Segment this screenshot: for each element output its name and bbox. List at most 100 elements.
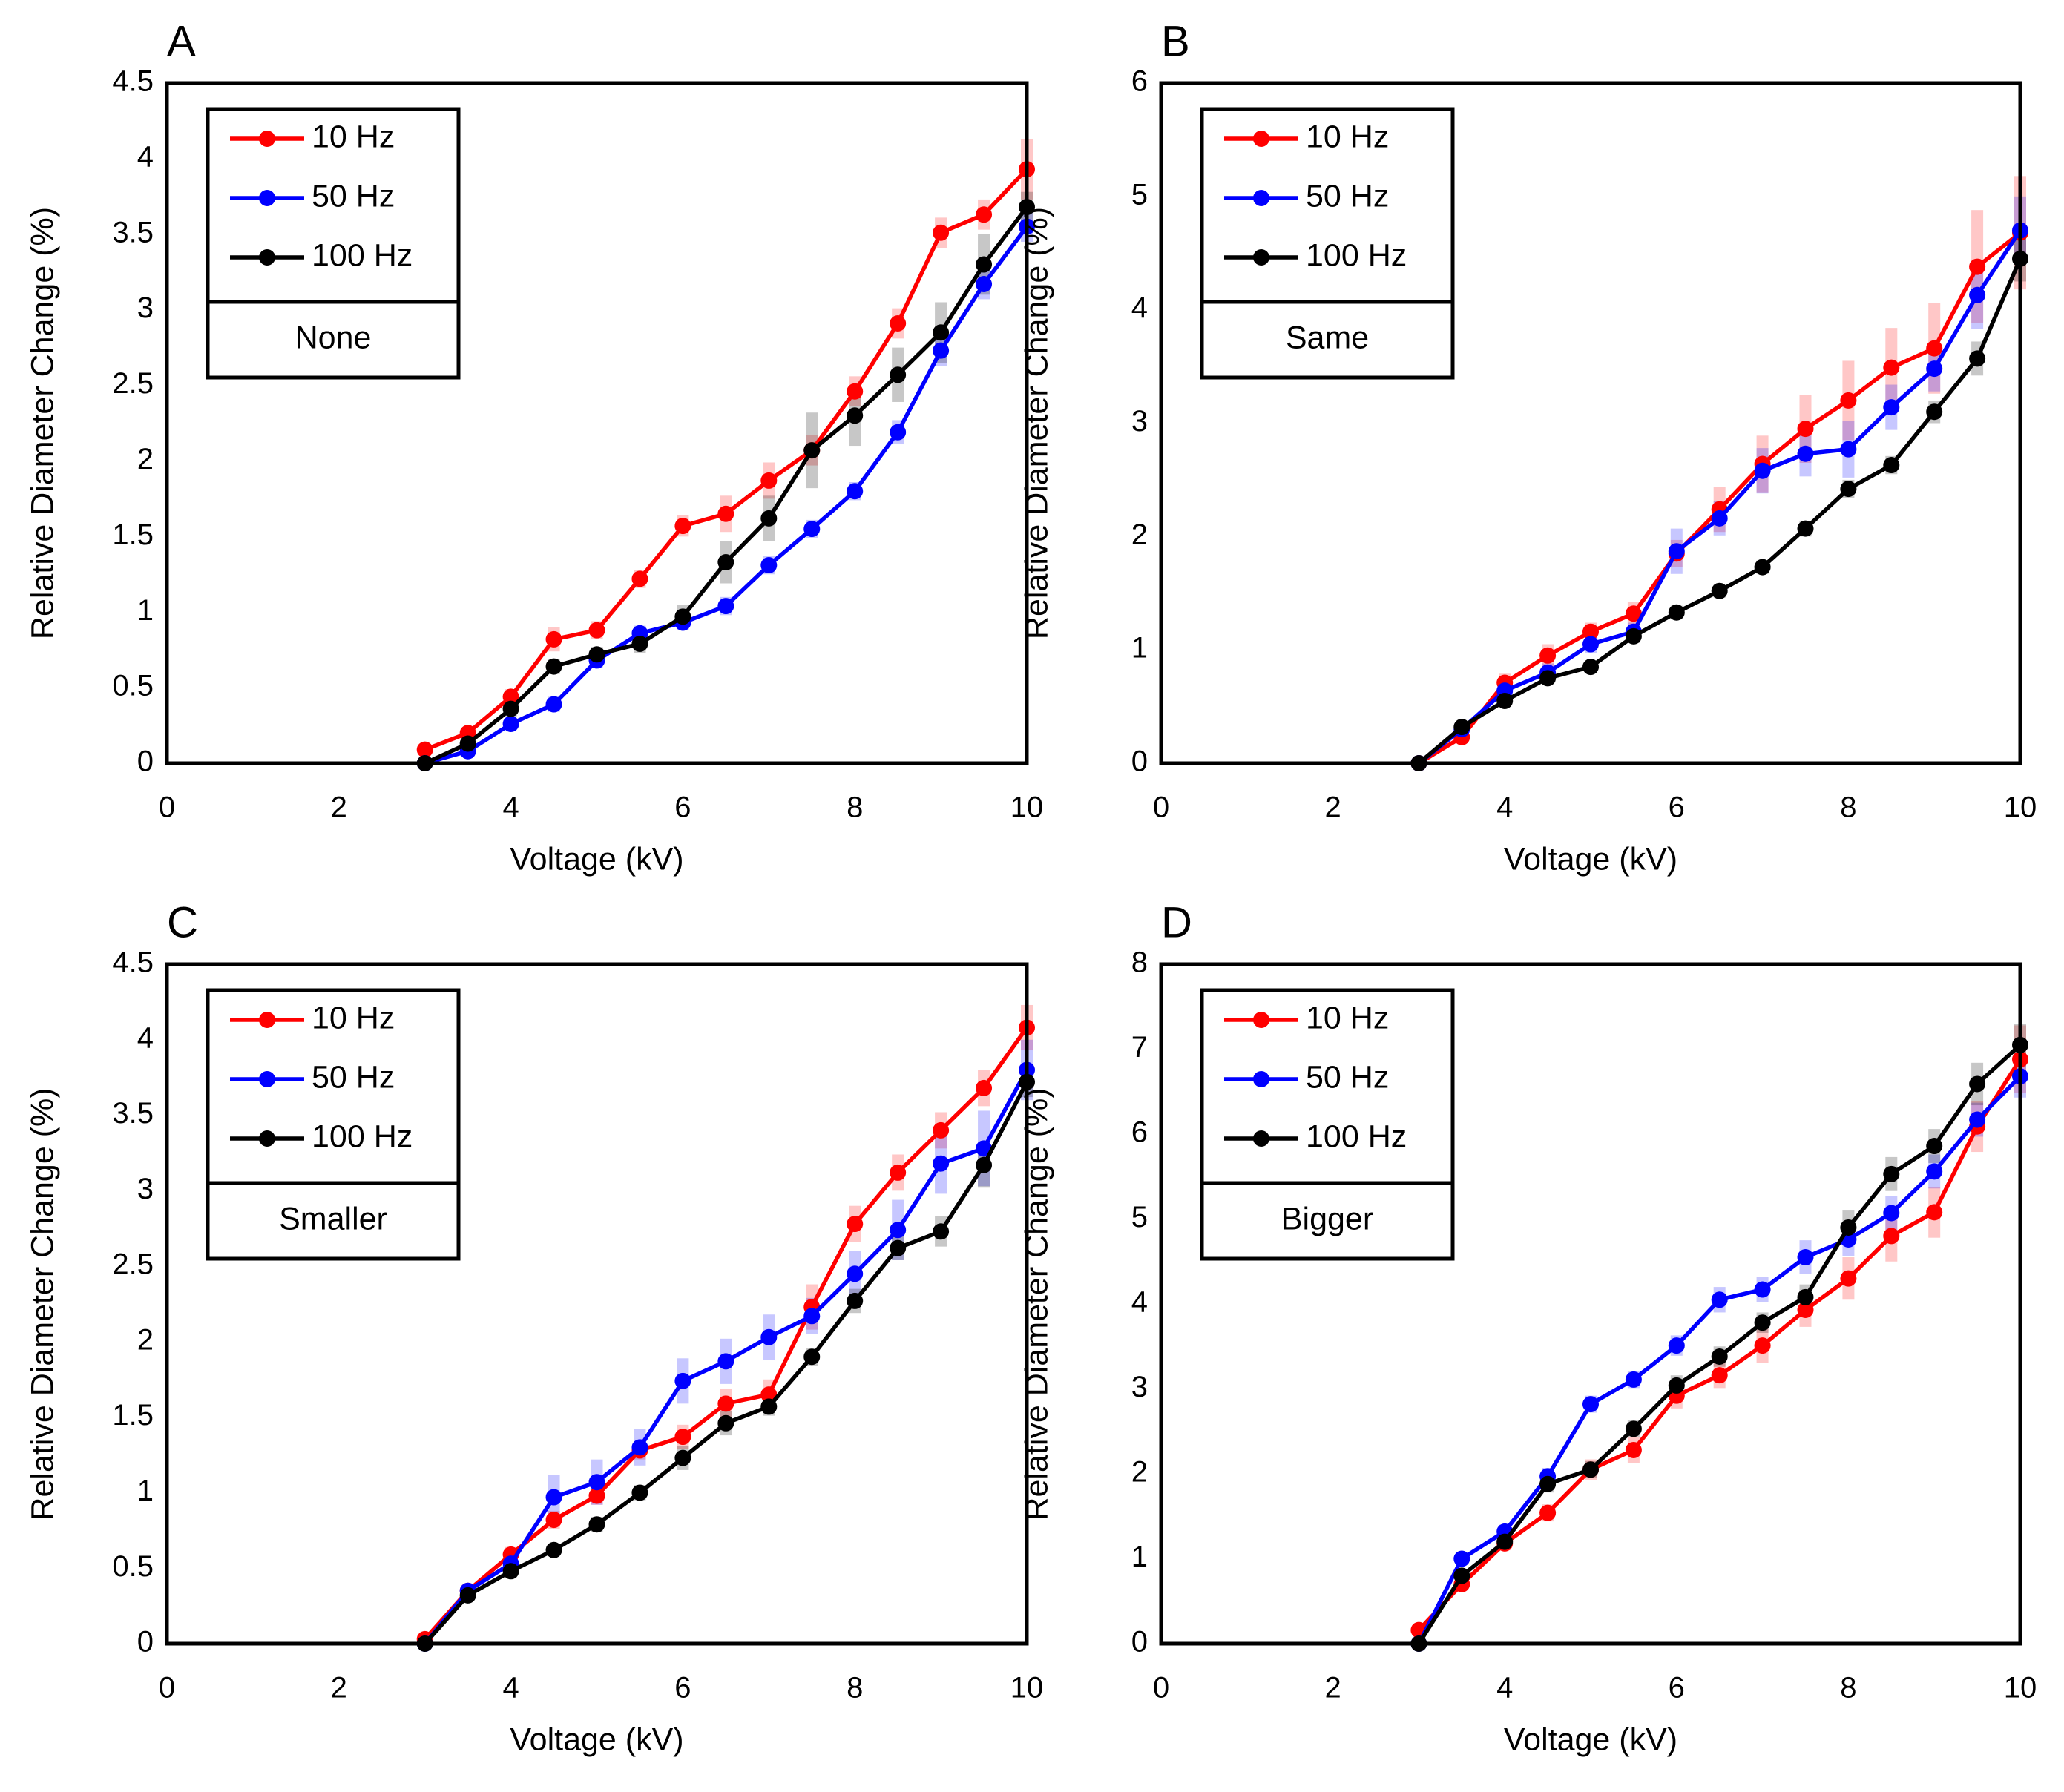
data-point [1969, 1075, 1986, 1093]
data-point [1711, 1367, 1728, 1384]
data-point [1582, 1461, 1599, 1478]
x-tick-label: 10 [2004, 791, 2037, 824]
y-tick-label: 8 [1131, 946, 1148, 979]
condition-label: None [295, 320, 372, 355]
data-point [890, 1164, 907, 1181]
x-tick-label: 2 [1324, 791, 1341, 824]
y-tick-label: 4 [137, 140, 154, 173]
data-point [674, 1449, 691, 1466]
legend-label: 50 Hz [1306, 1059, 1389, 1095]
data-point [1840, 441, 1857, 458]
x-tick-label: 4 [1496, 1672, 1513, 1704]
data-point [1582, 623, 1599, 640]
data-point [976, 1079, 993, 1096]
legend-label: 100 Hz [1306, 237, 1407, 273]
data-point [459, 1587, 476, 1604]
data-point [1797, 421, 1814, 438]
data-point [933, 342, 950, 359]
legend-marker [1253, 249, 1269, 266]
y-tick-label: 0.5 [112, 670, 154, 702]
data-point [1926, 1138, 1943, 1155]
data-point [1539, 1504, 1557, 1521]
x-tick-label: 4 [502, 1672, 519, 1704]
data-point [588, 622, 605, 639]
data-point [890, 1239, 907, 1256]
y-tick-label: 5 [1131, 178, 1148, 211]
x-axis-title: Voltage (kV) [1504, 841, 1677, 877]
y-tick-label: 4 [1131, 291, 1148, 324]
y-tick-label: 3.5 [112, 1097, 154, 1130]
data-point [1668, 1337, 1685, 1354]
legend-label: 100 Hz [1306, 1119, 1407, 1154]
y-tick-label: 4 [137, 1021, 154, 1054]
x-tick-label: 8 [847, 1672, 863, 1704]
data-point [760, 472, 778, 489]
data-point [674, 1372, 691, 1389]
data-point [502, 716, 519, 733]
y-tick-label: 2.5 [112, 367, 154, 400]
panel-letter: B [1161, 17, 1190, 65]
data-point [1625, 605, 1642, 622]
y-tick-label: 3 [137, 1173, 154, 1205]
y-tick-label: 1 [137, 594, 154, 627]
data-point [847, 407, 864, 424]
data-point [717, 553, 734, 570]
x-axis-title: Voltage (kV) [1504, 1722, 1677, 1757]
panel: 0 1 2 3 4 5 6 7 8 0 2 4 6 8 10 Voltage (kV) Relative Dia… [1019, 898, 2037, 1757]
condition-box [1200, 300, 1455, 380]
x-tick-label: 2 [331, 791, 347, 824]
legend-box [206, 988, 461, 1185]
data-point [674, 608, 691, 625]
y-tick-label: 2 [1131, 1456, 1148, 1489]
data-point [933, 1223, 950, 1240]
data-point [1926, 340, 1943, 357]
legend-marker [1253, 190, 1269, 206]
data-point [1883, 399, 1900, 416]
y-tick-label: 2 [137, 1323, 154, 1356]
data-point [1754, 1281, 1771, 1298]
data-point [1969, 258, 1986, 275]
data-point [933, 1155, 950, 1172]
data-point [933, 1121, 950, 1139]
data-point [1625, 1441, 1642, 1458]
x-tick-label: 0 [1153, 791, 1169, 824]
y-tick-label: 2 [1131, 518, 1148, 551]
data-point [1582, 659, 1599, 676]
x-tick-label: 6 [1669, 1672, 1685, 1704]
data-point [803, 1308, 821, 1325]
data-point [717, 1395, 734, 1412]
data-point [631, 1484, 648, 1501]
data-point [588, 1474, 605, 1491]
y-tick-label: 4.5 [112, 946, 154, 979]
legend-box [1200, 988, 1455, 1185]
data-point [1797, 1288, 1814, 1305]
x-tick-label: 2 [1324, 1672, 1341, 1704]
data-point [1883, 1205, 1900, 1222]
y-tick-label: 4 [1131, 1286, 1148, 1319]
data-point [1539, 1475, 1557, 1492]
data-point [416, 741, 433, 758]
data-point [545, 630, 562, 648]
data-point [1625, 1371, 1642, 1388]
data-point [1539, 670, 1557, 687]
legend-box [1200, 107, 1455, 304]
legend-marker [259, 249, 275, 266]
plot-frame [1159, 81, 2022, 765]
data-point [545, 1512, 562, 1529]
data-point [1926, 403, 1943, 421]
data-point [976, 1156, 993, 1173]
data-point [976, 206, 993, 223]
data-point [890, 1222, 907, 1239]
legend-marker [259, 1012, 275, 1028]
panel-letter: C [167, 898, 198, 946]
data-point [1797, 1302, 1814, 1319]
legend-label: 100 Hz [312, 237, 413, 273]
y-tick-label: 1 [137, 1475, 154, 1507]
data-point [1797, 520, 1814, 537]
data-point [847, 1265, 864, 1282]
condition-box [1200, 1181, 1455, 1261]
condition-box [206, 1181, 461, 1261]
data-point [1754, 1337, 1771, 1354]
data-point [1754, 559, 1771, 576]
